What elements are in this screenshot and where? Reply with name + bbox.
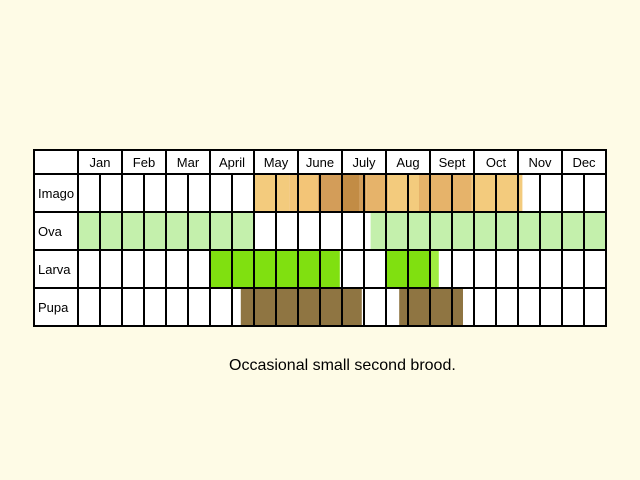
brood-note: Occasional small second brood.: [229, 357, 456, 374]
month-label: May: [264, 155, 289, 170]
month-label: April: [219, 155, 245, 170]
month-label: Dec: [572, 155, 596, 170]
imago-period: [342, 174, 360, 212]
ova-period: [370, 212, 606, 250]
imago-period: [289, 174, 318, 212]
month-label: Jan: [90, 155, 111, 170]
stage-label: Imago: [38, 186, 74, 201]
pupa-period: [240, 288, 362, 326]
imago-period: [254, 174, 290, 212]
month-label: Feb: [133, 155, 155, 170]
month-label: Oct: [486, 155, 507, 170]
month-label: Aug: [396, 155, 419, 170]
imago-period: [359, 174, 367, 212]
month-label: Sept: [439, 155, 466, 170]
imago-period: [388, 174, 419, 212]
stage-label: Pupa: [38, 300, 69, 315]
month-label: Mar: [177, 155, 200, 170]
imago-period: [471, 174, 523, 212]
imago-period: [366, 174, 389, 212]
month-label: July: [352, 155, 376, 170]
chart-labels: Jan Feb Mar April May June July Aug Sept Oct Nov De…: [38, 155, 596, 315]
stage-label: Ova: [38, 224, 63, 239]
larva-period: [430, 250, 439, 288]
month-label: June: [306, 155, 334, 170]
imago-period: [419, 174, 472, 212]
stage-label: Larva: [38, 262, 71, 277]
month-label: Nov: [528, 155, 552, 170]
chart-grid: [33, 149, 607, 327]
imago-period: [317, 174, 342, 212]
